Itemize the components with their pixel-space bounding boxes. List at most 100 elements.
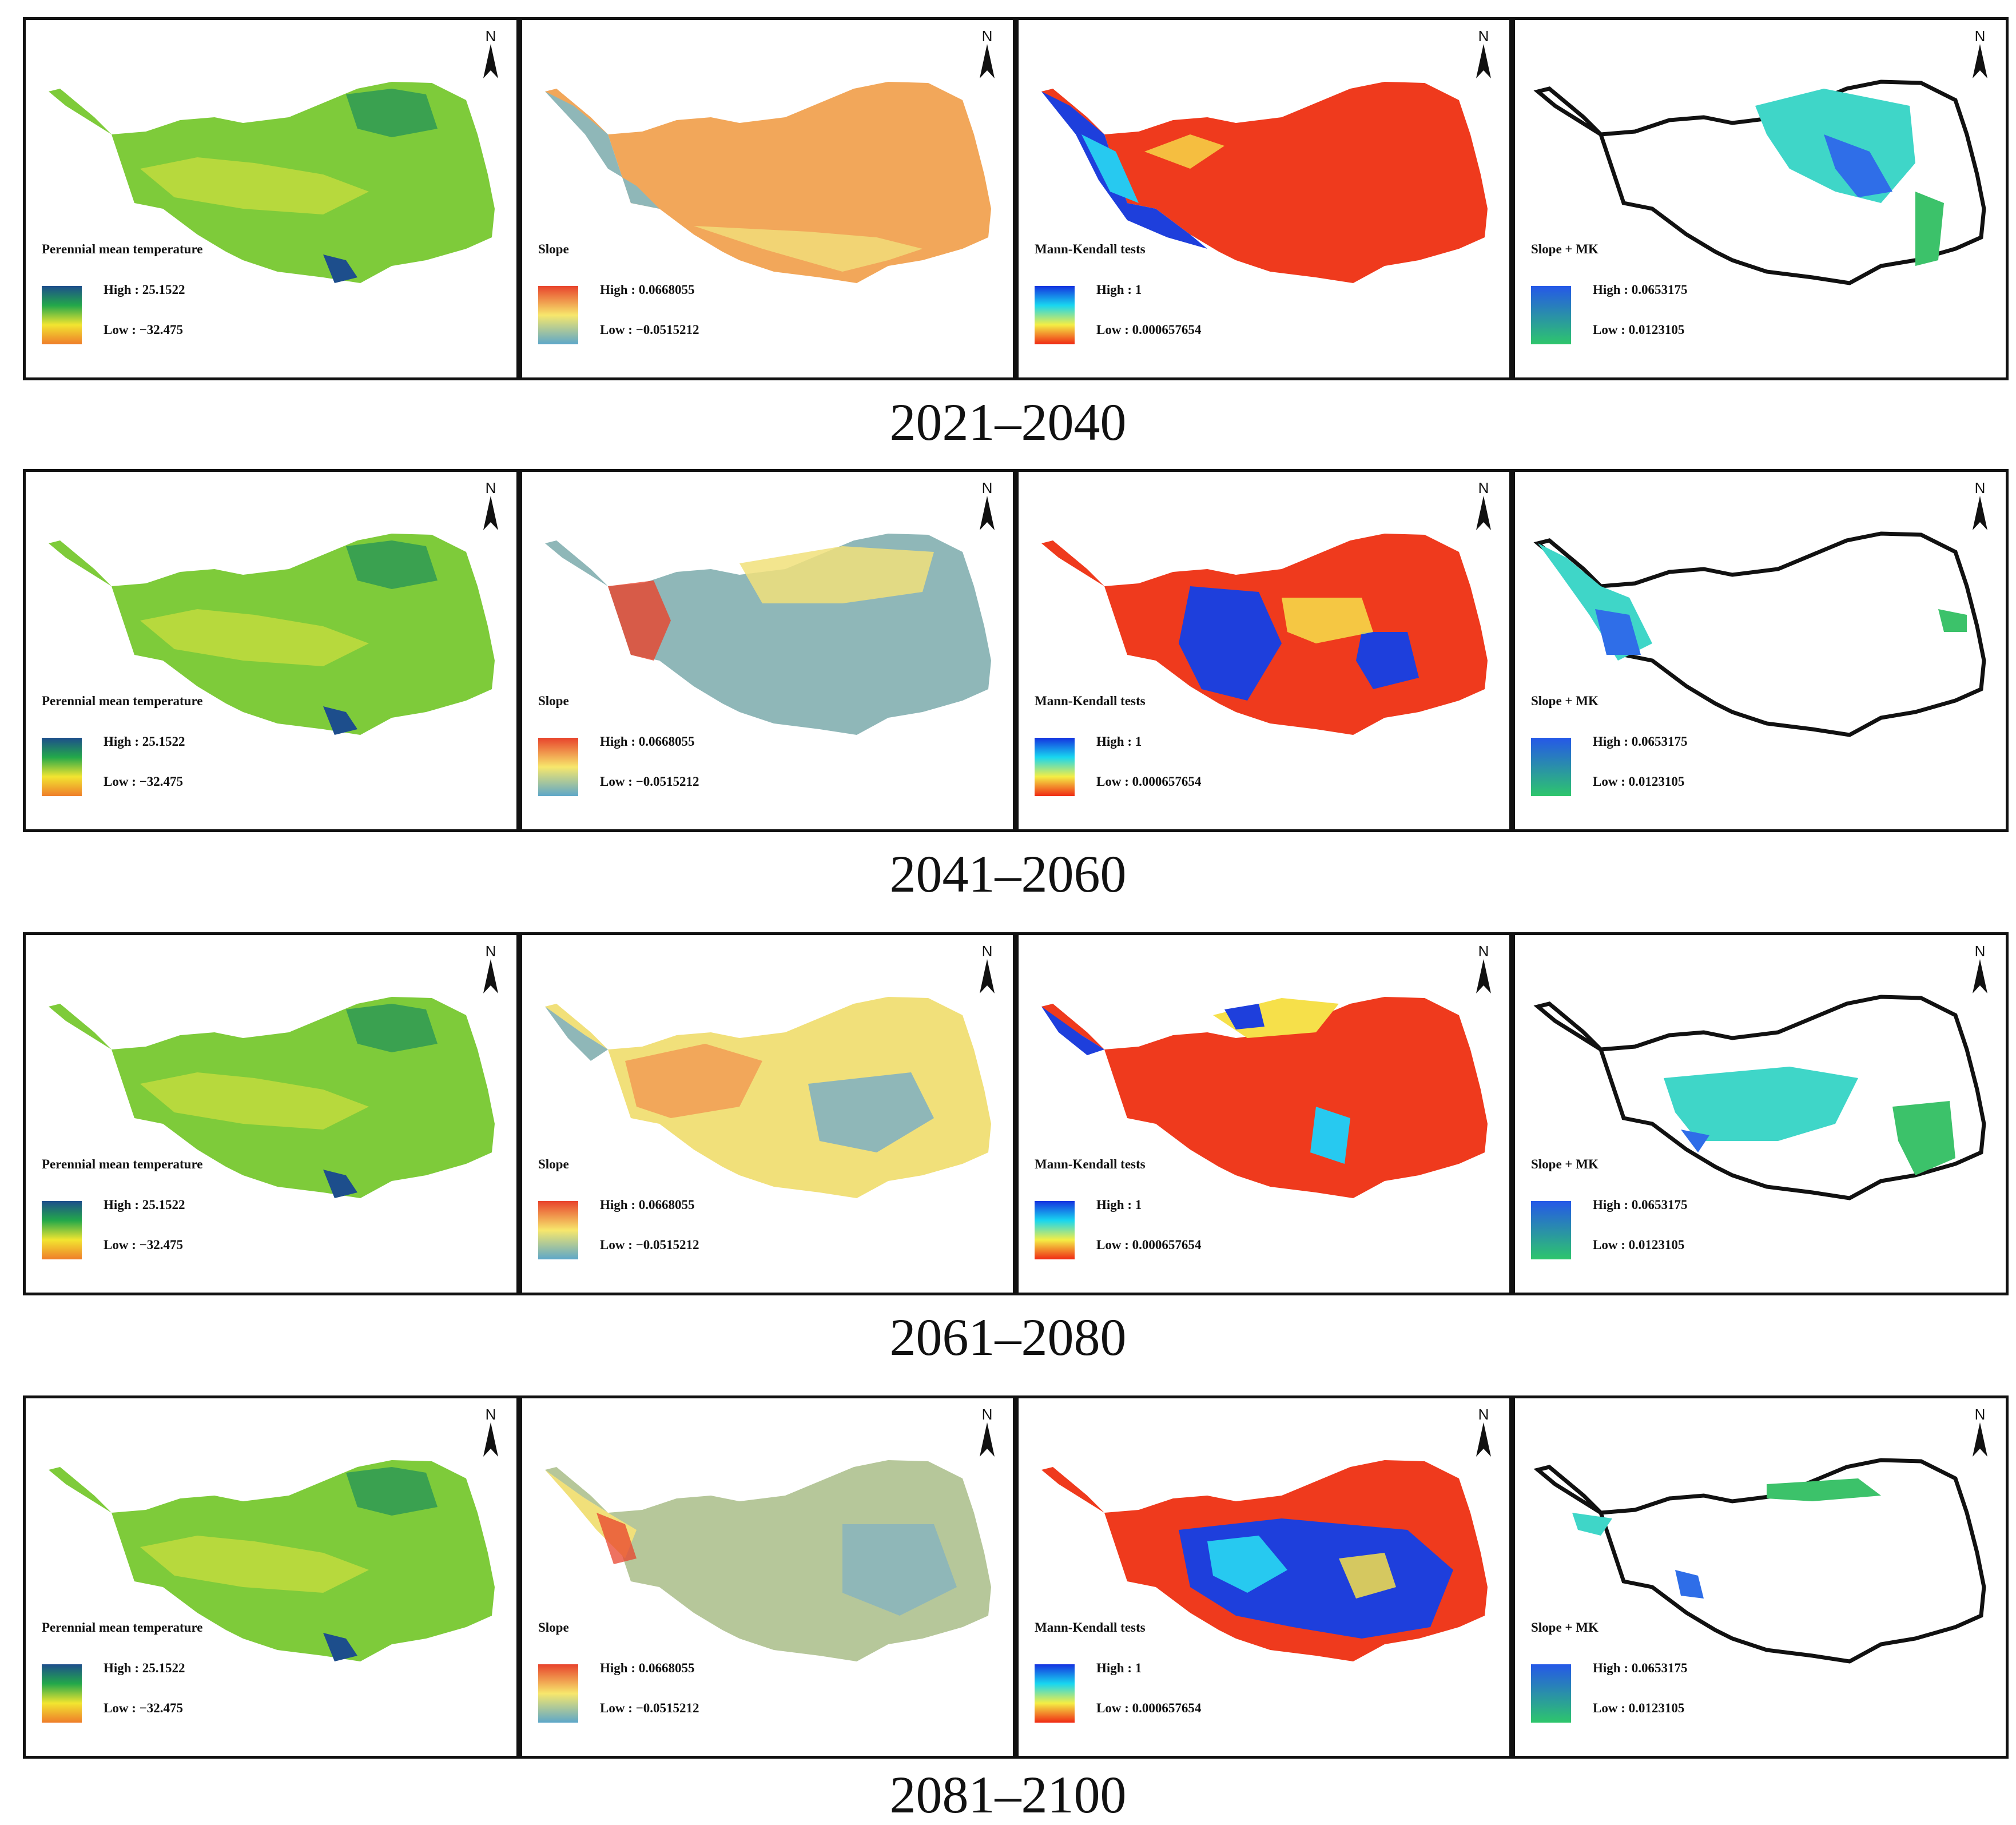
temperature-high-area — [323, 255, 357, 283]
north-arrow: N — [478, 28, 504, 81]
map-temperature — [49, 82, 495, 283]
map-mk — [1041, 997, 1488, 1198]
mk-high-area — [1041, 92, 1207, 249]
legend-low: Low : −32.475 — [104, 323, 183, 337]
panel-slope: N Slope High : 0.0668055 Low : −0.051521… — [519, 1395, 1016, 1759]
slopemk-high-area — [1595, 609, 1641, 655]
legend-color-bar — [42, 738, 82, 796]
north-arrow: N — [974, 480, 1000, 532]
north-letter: N — [485, 27, 496, 45]
north-arrow: N — [1470, 1406, 1497, 1459]
legend-color-bar — [42, 1664, 82, 1723]
legend: Slope + MK High : 0.0653175 Low : 0.0123… — [1531, 693, 1771, 819]
legend-low: Low : 0.000657654 — [1096, 323, 1202, 337]
temperature-warm-band — [140, 1536, 369, 1593]
temperature-cool-area — [346, 540, 438, 589]
north-arrow: N — [974, 28, 1000, 81]
legend-high: High : 1 — [1096, 1198, 1142, 1212]
legend-color-bar — [1531, 738, 1571, 796]
period-label: 2081–2100 — [889, 1766, 1127, 1824]
mk-low-area — [1282, 598, 1373, 643]
legend-title: Slope — [538, 1157, 569, 1171]
temperature-warm-band — [140, 157, 369, 214]
slope-positive-area — [625, 1044, 762, 1118]
map-slope — [545, 534, 991, 735]
north-letter: N — [485, 1406, 496, 1423]
panel-temperature: N Perennial mean temperature High : 25.1… — [23, 1395, 519, 1759]
period-label: 2021–2040 — [889, 393, 1127, 451]
legend: Perennial mean temperature High : 25.152… — [42, 693, 282, 819]
legend: Mann-Kendall tests High : 1 Low : 0.0006… — [1035, 1620, 1275, 1746]
legend-low: Low : 0.000657654 — [1096, 1238, 1202, 1252]
legend-high: High : 0.0653175 — [1593, 734, 1688, 749]
north-arrow-icon — [1973, 496, 1987, 530]
legend-color-bar — [1035, 1664, 1075, 1723]
temperature-high-area — [323, 1170, 357, 1198]
map-temperature — [49, 534, 495, 735]
north-arrow-icon — [980, 44, 995, 78]
north-arrow-icon — [980, 1422, 995, 1457]
legend-color-bar — [538, 1664, 578, 1723]
legend-title: Perennial mean temperature — [42, 242, 203, 256]
legend-title: Mann-Kendall tests — [1035, 1620, 1146, 1635]
legend-title: Perennial mean temperature — [42, 1620, 203, 1635]
temperature-high-area — [323, 706, 357, 735]
period-row-2041-2060: N Perennial mean temperature High : 25.1… — [23, 469, 2010, 832]
slope-positive-area — [597, 1513, 637, 1564]
slopemk-high-area — [1675, 1570, 1704, 1599]
panel-mk: N Mann-Kendall tests High : 1 Low : 0.00… — [1016, 1395, 1512, 1759]
legend-color-bar — [42, 1201, 82, 1259]
legend-low: Low : 0.0123105 — [1593, 323, 1685, 337]
legend-high: High : 0.0668055 — [600, 1661, 695, 1675]
period-row-2021-2040: N Perennial mean temperature High : 25.1… — [23, 17, 2010, 380]
legend-color-bar — [1531, 1201, 1571, 1259]
legend-color-bar — [1035, 286, 1075, 344]
map-slope — [545, 1460, 991, 1661]
north-letter: N — [1478, 27, 1489, 45]
legend-title: Perennial mean temperature — [42, 694, 203, 708]
legend-title: Slope — [538, 242, 569, 256]
legend-color-bar — [1531, 1664, 1571, 1723]
north-letter: N — [1974, 479, 1986, 496]
mk-high-area — [1356, 632, 1419, 689]
slopemk-outline — [1533, 531, 1986, 737]
legend-low: Low : 0.0123105 — [1593, 1701, 1685, 1715]
map-mk — [1041, 1460, 1488, 1661]
map-temperature — [49, 997, 495, 1198]
north-arrow-icon — [1973, 44, 1987, 78]
north-letter: N — [981, 27, 993, 45]
period-label: 2041–2060 — [889, 845, 1127, 903]
panel-slope: N Slope High : 0.0668055 Low : −0.051521… — [519, 469, 1016, 832]
legend: Perennial mean temperature High : 25.152… — [42, 1156, 282, 1282]
temperature-cool-area — [346, 1004, 438, 1052]
north-letter: N — [981, 943, 993, 960]
north-arrow: N — [1967, 1406, 1993, 1459]
north-letter: N — [1974, 27, 1986, 45]
slope-region — [545, 82, 991, 283]
slope-low-area — [694, 226, 922, 272]
panel-mk: N Mann-Kendall tests High : 1 Low : 0.00… — [1016, 932, 1512, 1295]
north-arrow-icon — [483, 1422, 498, 1457]
legend-color-bar — [1531, 286, 1571, 344]
legend-high: High : 0.0668055 — [600, 1198, 695, 1212]
north-letter: N — [1478, 479, 1489, 496]
legend: Slope + MK High : 0.0653175 Low : 0.0123… — [1531, 241, 1771, 367]
map-slopemk — [1533, 531, 1986, 737]
north-arrow: N — [478, 1406, 504, 1459]
north-arrow-icon — [1476, 959, 1491, 993]
temperature-high-area — [323, 1633, 357, 1661]
map-mk — [1041, 82, 1488, 283]
legend-high: High : 0.0668055 — [600, 283, 695, 297]
slopemk-significant-area — [1572, 1513, 1612, 1536]
legend-low: Low : −32.475 — [104, 1701, 183, 1715]
north-arrow-icon — [1476, 1422, 1491, 1457]
mk-mid-area — [1081, 134, 1139, 203]
panel-slopemk: N Slope + MK High : 0.0653175 Low : 0.01… — [1512, 1395, 2009, 1759]
north-arrow-icon — [1476, 44, 1491, 78]
north-arrow-icon — [1973, 959, 1987, 993]
legend-low: Low : −32.475 — [104, 1238, 183, 1252]
legend: Mann-Kendall tests High : 1 Low : 0.0006… — [1035, 241, 1275, 367]
slope-low-area — [739, 546, 934, 603]
legend-high: High : 25.1522 — [104, 1198, 185, 1212]
